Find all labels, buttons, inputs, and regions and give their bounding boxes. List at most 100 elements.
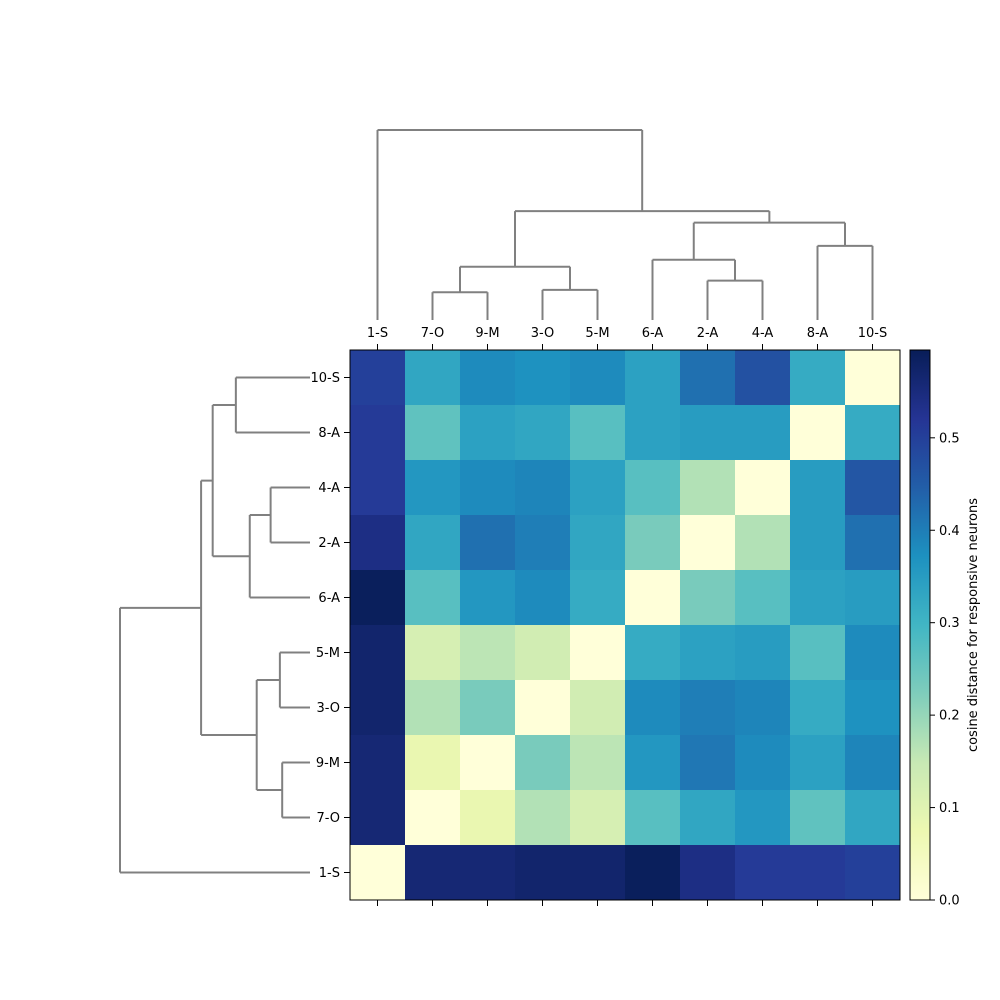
heatmap-cell [790,460,846,516]
heatmap-cell [405,460,461,516]
row-label: 1-S [319,866,340,881]
heatmap-cell [790,350,846,406]
heatmap-cell [625,405,681,461]
heatmap-cell [680,515,736,571]
heatmap-cell [515,845,571,901]
heatmap-cell [680,625,736,681]
column-label: 8-A [807,326,829,341]
heatmap-cell [735,625,791,681]
row-label: 9-M [316,756,340,771]
heatmap-cell [625,570,681,626]
heatmap-grid [350,350,901,901]
heatmap-cell [350,350,406,406]
heatmap-cell [680,680,736,736]
heatmap-cell [845,570,901,626]
row-label: 10-S [311,371,341,386]
heatmap-cell [350,790,406,846]
heatmap-cell [570,515,626,571]
colorbar-tick-label: 0.4 [939,524,960,539]
heatmap-cell [735,405,791,461]
heatmap-cell [460,570,516,626]
heatmap-cell [405,790,461,846]
heatmap-cell [845,790,901,846]
heatmap-cell [790,405,846,461]
heatmap-frame [349,349,901,901]
heatmap-cell [350,570,406,626]
heatmap-cell [790,680,846,736]
heatmap-cell [570,405,626,461]
heatmap-cell [625,790,681,846]
heatmap-cell [460,680,516,736]
heatmap-cell [460,845,516,901]
heatmap-cell [570,790,626,846]
heatmap-cell [680,350,736,406]
heatmap-cell [625,845,681,901]
column-label: 7-O [421,326,445,341]
heatmap-cell [735,845,791,901]
heatmap-cell [350,680,406,736]
heatmap-cell [405,845,461,901]
heatmap-cell [625,680,681,736]
row-label: 8-A [318,426,340,441]
heatmap-cell [680,790,736,846]
heatmap-cell [735,790,791,846]
heatmap-cell [405,350,461,406]
column-label: 4-A [752,326,774,341]
heatmap-cell [515,350,571,406]
heatmap-cell [735,460,791,516]
heatmap-cell [680,845,736,901]
heatmap-cell [790,570,846,626]
row-label: 2-A [318,536,340,551]
column-label: 10-S [858,326,888,341]
row-dendrogram [119,376,310,874]
bottom-tick-marks [377,900,873,906]
colorbar-tick-label: 0.3 [939,616,960,631]
heatmap-cell [405,735,461,791]
heatmap-cell [735,570,791,626]
heatmap-cell [845,405,901,461]
colorbar-frame [909,349,931,901]
heatmap-cell [735,350,791,406]
heatmap-cell [405,680,461,736]
column-label: 1-S [367,326,388,341]
heatmap-cell [350,515,406,571]
row-labels: 10-S 8-A 4-A 2-A 6-A 5-M 3-O 9-M 7-O 1-S [311,371,350,881]
heatmap-cell [790,735,846,791]
heatmap-cell [460,460,516,516]
heatmap-cell [350,460,406,516]
heatmap-cell [460,350,516,406]
heatmap-cell [845,350,901,406]
heatmap-cell [460,625,516,681]
heatmap-cell [790,845,846,901]
colorbar-label: cosine distance for responsive neurons [966,498,981,752]
heatmap-cell [460,735,516,791]
heatmap-cell [570,735,626,791]
heatmap-cell [790,625,846,681]
column-label: 9-M [475,326,499,341]
heatmap-cell [570,350,626,406]
heatmap-cell [570,845,626,901]
row-label: 4-A [318,481,340,496]
row-label: 6-A [318,591,340,606]
heatmap-cell [350,405,406,461]
heatmap-cell [680,570,736,626]
heatmap-cell [790,515,846,571]
heatmap-cell [515,735,571,791]
heatmap-cell [515,405,571,461]
heatmap-cell [790,790,846,846]
heatmap-cell [680,460,736,516]
colorbar [910,350,930,900]
colorbar-tick-label: 0.1 [939,801,960,816]
heatmap-cell [680,735,736,791]
column-label: 3-O [531,326,555,341]
heatmap-cell [845,680,901,736]
column-label: 2-A [697,326,719,341]
heatmap-cell [515,625,571,681]
heatmap-cell [515,515,571,571]
colorbar-tick-label: 0.2 [939,709,960,724]
heatmap-cell [460,405,516,461]
heatmap-cell [845,460,901,516]
heatmap-cell [735,515,791,571]
column-label: 6-A [642,326,664,341]
